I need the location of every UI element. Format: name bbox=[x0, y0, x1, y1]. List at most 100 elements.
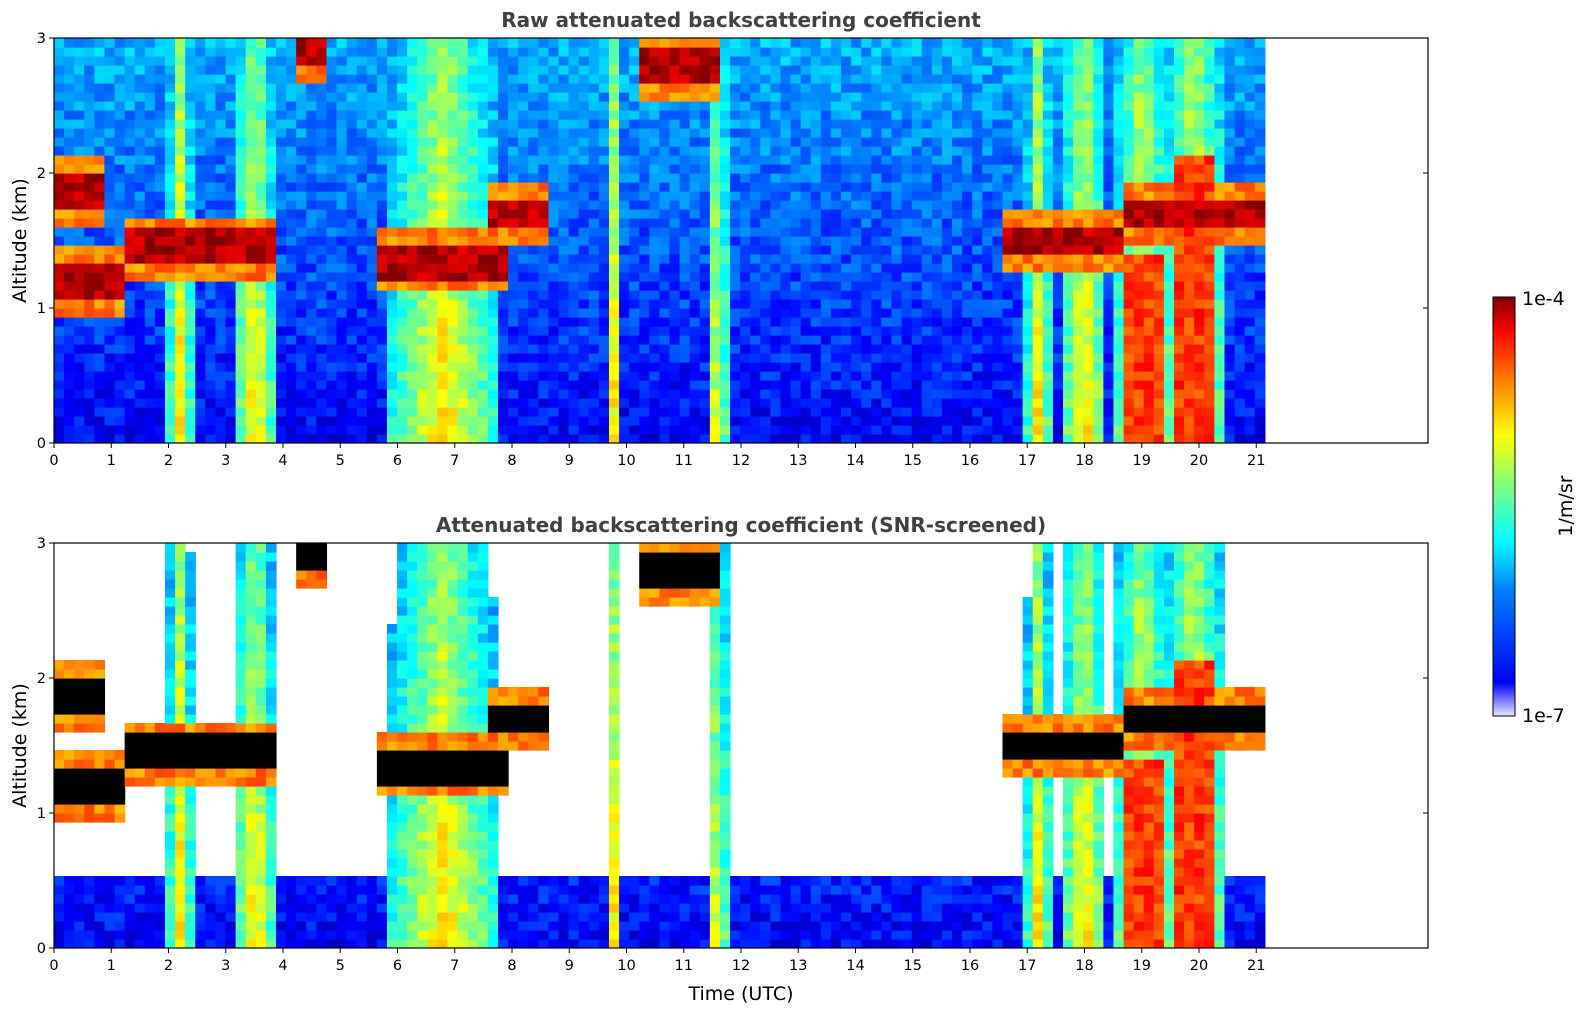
heatmap-cell bbox=[225, 407, 237, 417]
heatmap-cell bbox=[861, 218, 872, 228]
heatmap-cell bbox=[699, 380, 711, 390]
heatmap-cell bbox=[1002, 416, 1014, 426]
heatmap-cell bbox=[1113, 47, 1125, 57]
heatmap-cell bbox=[245, 119, 257, 129]
heatmap-cell bbox=[164, 110, 176, 120]
heatmap-cell bbox=[356, 191, 368, 201]
heatmap-cell bbox=[477, 425, 489, 435]
heatmap-cell bbox=[1073, 83, 1084, 93]
heatmap-cell bbox=[64, 191, 75, 201]
heatmap-cell bbox=[588, 155, 600, 165]
heatmap-cell bbox=[780, 326, 792, 336]
heatmap-cell bbox=[578, 371, 590, 381]
heatmap-cell bbox=[175, 173, 186, 183]
heatmap-cell bbox=[820, 317, 832, 327]
heatmap-cell bbox=[740, 74, 751, 84]
heatmap-cell bbox=[54, 83, 65, 93]
heatmap-cell bbox=[397, 137, 408, 147]
heatmap-cell bbox=[175, 101, 186, 111]
heatmap-cell bbox=[104, 326, 116, 336]
heatmap-cell bbox=[1063, 317, 1074, 327]
heatmap-cell bbox=[205, 389, 217, 399]
heatmap-cell bbox=[1143, 389, 1155, 399]
heatmap-cell bbox=[699, 407, 711, 417]
heatmap-cell bbox=[709, 236, 721, 246]
heatmap-cell bbox=[1052, 317, 1064, 327]
heatmap-cell bbox=[134, 326, 146, 336]
heatmap-cell bbox=[629, 362, 640, 372]
heatmap-cell bbox=[911, 47, 923, 57]
heatmap-cell bbox=[719, 227, 731, 237]
heatmap-cell bbox=[901, 119, 913, 129]
heatmap-cell bbox=[1163, 155, 1175, 165]
heatmap-cell bbox=[346, 425, 358, 435]
heatmap-cell bbox=[669, 308, 681, 318]
heatmap-cell bbox=[407, 380, 418, 390]
heatmap-cell bbox=[477, 227, 489, 237]
heatmap-cell bbox=[235, 326, 247, 336]
heatmap-cell bbox=[1163, 92, 1175, 102]
heatmap-cell bbox=[447, 128, 459, 138]
heatmap-cell bbox=[497, 416, 509, 426]
heatmap-cell bbox=[205, 227, 217, 237]
heatmap-cell bbox=[1063, 344, 1074, 354]
heatmap-cell bbox=[1093, 191, 1104, 201]
heatmap-cell bbox=[417, 137, 428, 147]
heatmap-cell bbox=[1163, 65, 1175, 75]
heatmap-cell bbox=[689, 362, 701, 372]
heatmap-cell bbox=[1032, 290, 1044, 300]
heatmap-cell bbox=[497, 146, 509, 156]
heatmap-cell bbox=[881, 290, 893, 300]
heatmap-cell bbox=[225, 335, 237, 345]
heatmap-cell bbox=[982, 353, 993, 363]
heatmap-cell bbox=[366, 245, 378, 255]
heatmap-cell bbox=[619, 155, 630, 165]
heatmap-cell bbox=[941, 92, 953, 102]
heatmap-cell bbox=[1042, 308, 1054, 318]
heatmap-cell bbox=[356, 308, 368, 318]
heatmap-cell bbox=[104, 74, 116, 84]
heatmap-cell bbox=[1133, 110, 1145, 120]
heatmap-cell bbox=[689, 164, 701, 174]
heatmap-cell bbox=[1153, 128, 1165, 138]
heatmap-cell bbox=[84, 371, 95, 381]
heatmap-cell bbox=[972, 416, 983, 426]
heatmap-cell bbox=[649, 371, 661, 381]
heatmap-cell bbox=[528, 371, 539, 381]
heatmap-cell bbox=[54, 299, 65, 309]
heatmap-cell bbox=[215, 371, 227, 381]
heatmap-cell bbox=[800, 425, 812, 435]
heatmap-cell bbox=[528, 200, 539, 210]
heatmap-cell bbox=[921, 308, 933, 318]
heatmap-cell bbox=[255, 434, 267, 443]
heatmap-cell bbox=[386, 389, 398, 399]
heatmap-cell bbox=[306, 299, 317, 309]
heatmap-cell bbox=[487, 353, 499, 363]
heatmap-cell bbox=[830, 146, 842, 156]
heatmap-cell bbox=[730, 74, 741, 84]
heatmap-cell bbox=[447, 164, 459, 174]
heatmap-cell bbox=[356, 272, 368, 282]
heatmap-cell bbox=[417, 200, 428, 210]
heatmap-cell bbox=[275, 434, 287, 443]
heatmap-cell bbox=[1103, 272, 1115, 282]
heatmap-cell bbox=[1042, 164, 1054, 174]
heatmap-cell bbox=[992, 353, 1004, 363]
heatmap-cell bbox=[619, 65, 630, 75]
heatmap-cell bbox=[669, 245, 681, 255]
heatmap-cell bbox=[1153, 119, 1165, 129]
heatmap-cell bbox=[1143, 146, 1155, 156]
heatmap-cell bbox=[1153, 353, 1165, 363]
heatmap-cell bbox=[528, 65, 539, 75]
heatmap-cell bbox=[619, 344, 630, 354]
heatmap-cell bbox=[1113, 155, 1125, 165]
heatmap-cell bbox=[1002, 299, 1014, 309]
heatmap-cell bbox=[437, 398, 449, 408]
heatmap-cell bbox=[881, 146, 893, 156]
heatmap-cell bbox=[851, 281, 862, 291]
heatmap-cell bbox=[699, 317, 711, 327]
heatmap-cell bbox=[770, 38, 782, 48]
heatmap-cell bbox=[1063, 407, 1074, 417]
heatmap-cell bbox=[629, 353, 640, 363]
heatmap-cell bbox=[629, 326, 640, 336]
